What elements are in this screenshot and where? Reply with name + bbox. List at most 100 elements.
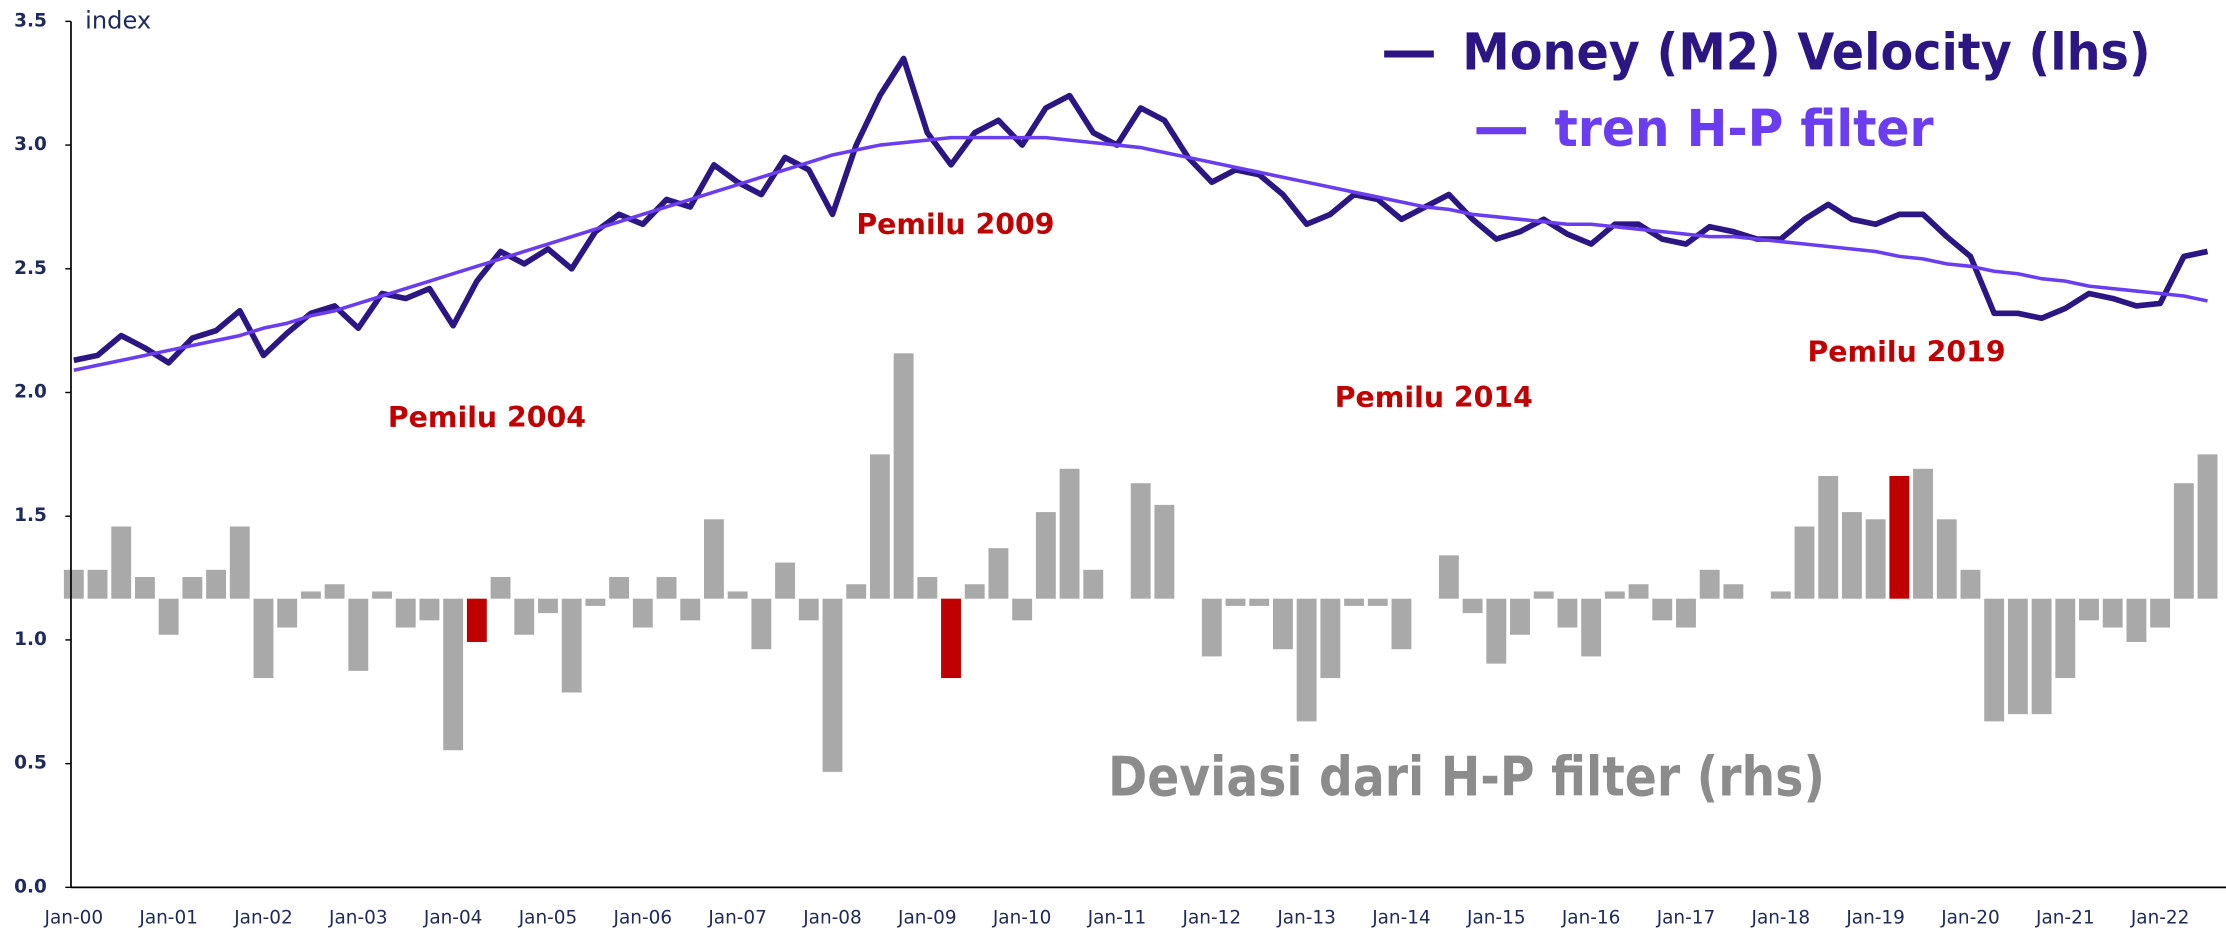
- bar: [609, 577, 630, 599]
- bar: [561, 598, 582, 693]
- bar: [656, 577, 677, 599]
- x-tick-label: Jan-03: [328, 908, 388, 929]
- bar: [1344, 598, 1364, 606]
- bar: [2173, 483, 2194, 599]
- bar: [1059, 468, 1080, 599]
- x-tick-label: Jan-15: [1466, 908, 1526, 929]
- bar: [1960, 569, 1981, 599]
- x-tick-label: Jan-14: [1371, 908, 1431, 929]
- series-label: Deviasi dari H-P filter (rhs): [1108, 746, 1825, 809]
- bar: [1249, 598, 1270, 606]
- bar: [988, 548, 1009, 599]
- x-tick-label: Jan-01: [138, 908, 198, 929]
- bar: [300, 591, 321, 599]
- bar: [917, 577, 938, 599]
- bar: [158, 598, 179, 635]
- bar: [1035, 512, 1056, 599]
- bar: [1201, 598, 1222, 657]
- x-tick-label: Jan-12: [1182, 908, 1242, 929]
- bar: [1889, 476, 1910, 599]
- bar: [229, 526, 250, 599]
- bar: [63, 569, 84, 599]
- bar: [1723, 584, 1744, 599]
- bar: [1462, 598, 1483, 614]
- bar: [2126, 598, 2147, 642]
- x-tick-label: Jan-07: [707, 908, 767, 929]
- annotation: Pemilu 2019: [1808, 336, 2006, 369]
- bar: [1652, 598, 1673, 621]
- bar: [1770, 591, 1791, 599]
- x-tick-label: Jan-16: [1561, 908, 1621, 929]
- bar: [964, 584, 985, 599]
- x-tick-label: Jan-04: [423, 908, 483, 929]
- x-tick-label: Jan-18: [1751, 908, 1811, 929]
- line: [73, 55, 2209, 366]
- bar: [1818, 476, 1839, 599]
- legend-label: Money (M2) Velocity (lhs): [1462, 23, 2151, 82]
- x-tick-label: Jan-02: [233, 908, 293, 929]
- bar: [1510, 598, 1530, 635]
- bar: [680, 598, 701, 621]
- annotation: Pemilu 2004: [388, 401, 586, 434]
- bar: [1130, 483, 1151, 599]
- y-axis-label: index: [85, 6, 151, 34]
- bar: [846, 584, 867, 599]
- bar: [1676, 598, 1696, 628]
- x-tick-label: Jan-13: [1276, 908, 1336, 929]
- x-tick-label: Jan-17: [1656, 908, 1716, 929]
- bar: [1154, 504, 1175, 599]
- bar: [751, 598, 772, 650]
- bar: [182, 577, 203, 599]
- bar: [1083, 569, 1104, 599]
- bar: [1841, 512, 1862, 599]
- y-tick-label: 1.5: [14, 505, 47, 526]
- bar: [1391, 598, 1412, 650]
- bar: [111, 526, 132, 599]
- bar: [1438, 555, 1459, 599]
- bar: [2031, 598, 2052, 715]
- bar: [324, 584, 345, 599]
- bar: [1628, 584, 1649, 599]
- bar: [419, 598, 440, 621]
- bar: [2197, 454, 2218, 599]
- bar: [277, 598, 298, 628]
- bar: [941, 598, 961, 679]
- y-tick-label: 3.0: [14, 134, 47, 155]
- bar: [1936, 519, 1957, 599]
- bar: [395, 598, 416, 628]
- bar: [372, 591, 392, 599]
- bar: [1794, 526, 1815, 599]
- y-tick-label: 0.5: [14, 753, 47, 774]
- x-tick-label: Jan-19: [1845, 908, 1905, 929]
- bar: [490, 577, 511, 599]
- line: [73, 135, 2208, 372]
- bar: [2150, 598, 2171, 628]
- bar: [1604, 591, 1625, 599]
- bar: [775, 562, 795, 599]
- bar: [2102, 598, 2123, 628]
- bar: [135, 577, 155, 599]
- x-tick-label: Jan-20: [1940, 908, 2000, 929]
- annotation: Pemilu 2009: [856, 208, 1054, 241]
- bar: [1913, 468, 1933, 599]
- bar: [893, 353, 914, 599]
- x-tick-label: Jan-11: [1087, 908, 1147, 929]
- legend-label: tren H-P filter: [1555, 100, 1935, 159]
- bar: [538, 598, 558, 614]
- bar: [466, 598, 487, 642]
- bar: [514, 598, 535, 635]
- bar: [348, 598, 369, 671]
- y-tick-label: 2.0: [14, 381, 47, 402]
- y-tick-label: 0.0: [14, 876, 47, 897]
- bar: [1533, 591, 1554, 599]
- bar: [727, 591, 748, 599]
- bar: [443, 598, 464, 751]
- bar: [822, 598, 843, 772]
- bar: [206, 569, 227, 599]
- bar: [2079, 598, 2099, 621]
- bar: [1272, 598, 1293, 650]
- bar: [253, 598, 274, 679]
- bar: [1012, 598, 1033, 621]
- bar: [1486, 598, 1507, 664]
